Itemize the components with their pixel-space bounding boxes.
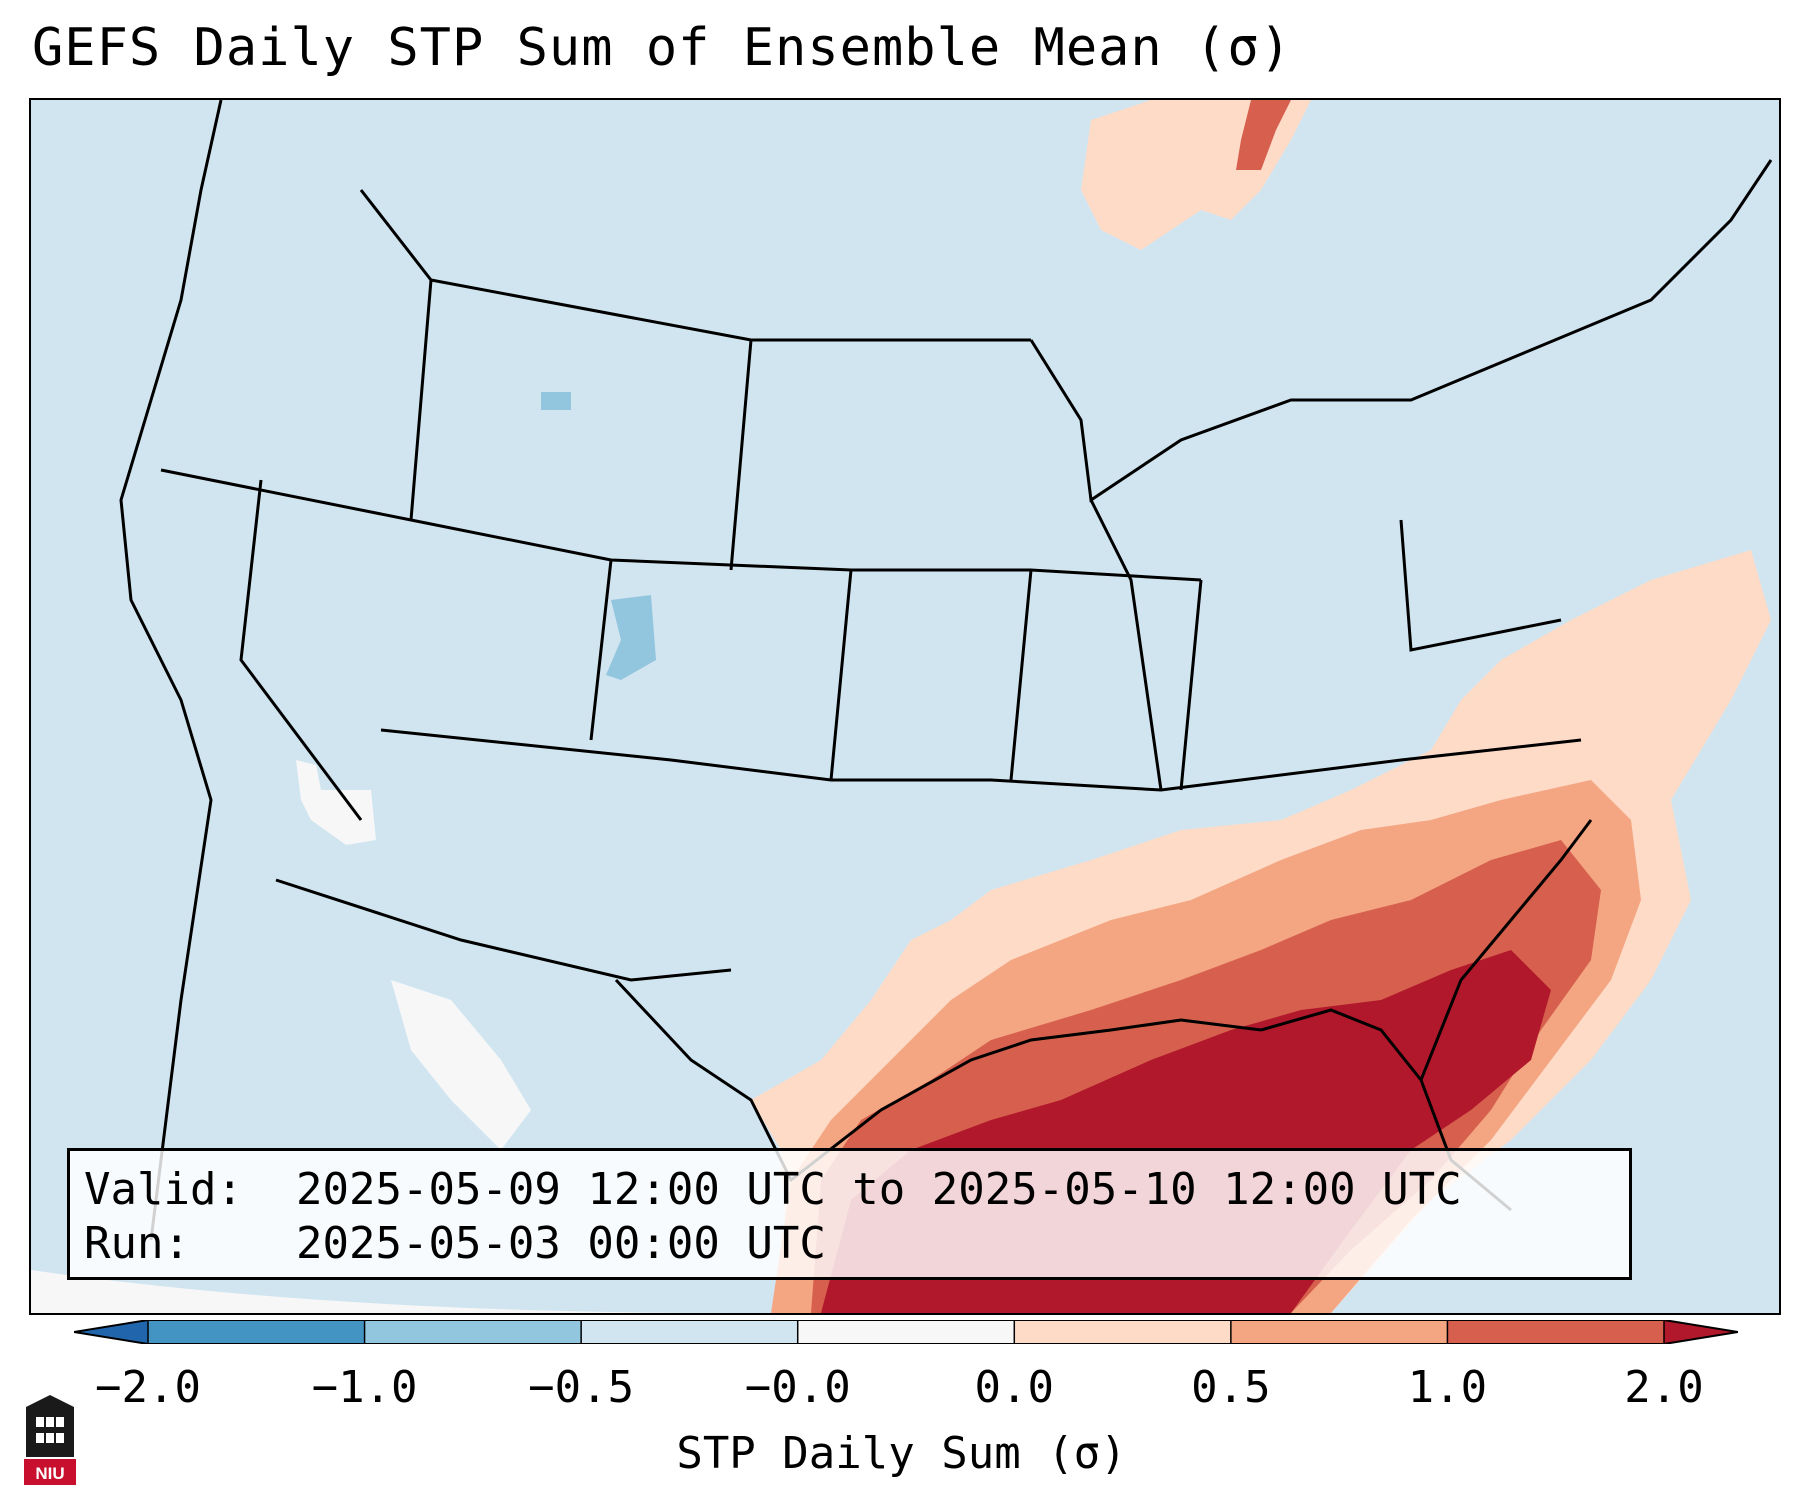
valid-value: 2025-05-09 12:00 UTC to 2025-05-10 12:00… [296,1164,1462,1215]
colorbar-tick-label: −0.0 [744,1362,851,1413]
valid-label: Valid: [84,1164,243,1215]
colorbar-bin [581,1320,799,1344]
colorbar-bin [1014,1320,1232,1344]
colorbar-tick-label: 0.0 [974,1362,1055,1413]
run-row: Run: 2025-05-03 00:00 UTC [84,1217,1615,1271]
map-panel [29,98,1781,1315]
colorbar-bin [364,1320,582,1344]
colorbar-tick-label: −2.0 [95,1362,201,1413]
run-label: Run: [84,1218,190,1269]
colorbar-tick-label: 1.0 [1407,1362,1488,1413]
colorbar [74,1320,1738,1344]
colorbar-extend-high [1664,1320,1738,1344]
colorbar-bin [148,1320,366,1344]
colorbar-tick-label: 0.5 [1191,1362,1271,1413]
colorbar-label: STP Daily Sum (σ) [676,1428,1127,1479]
stp-map [31,100,1779,1313]
validity-box: Valid: 2025-05-09 12:00 UTC to 2025-05-1… [67,1148,1632,1280]
colorbar-bin [1230,1320,1448,1344]
stp-region-colorado [606,595,656,680]
colorbar-tick-label: −1.0 [311,1362,418,1413]
stp-region-ontario-red [1236,100,1291,170]
neutral-area-baja [296,760,376,845]
boundaries [119,100,1773,1241]
colorbar-tick-label: −0.5 [528,1362,635,1413]
colorbar-extend-low [74,1320,148,1344]
neutral-area-mexico [391,980,531,1150]
run-value: 2025-05-03 00:00 UTC [296,1218,826,1269]
valid-row: Valid: 2025-05-09 12:00 UTC to 2025-05-1… [84,1163,1615,1217]
page-title: GEFS Daily STP Sum of Ensemble Mean (σ) [32,18,1292,78]
stp-region-wyoming [541,392,571,410]
neutral-area-bottom [31,1270,731,1313]
colorbar-bin [1447,1320,1665,1344]
niu-logo: NIU [24,1395,76,1485]
colorbar-bin [797,1320,1015,1344]
colorbar-tick-label: 2.0 [1624,1362,1704,1413]
logo-text: NIU [35,1464,64,1483]
